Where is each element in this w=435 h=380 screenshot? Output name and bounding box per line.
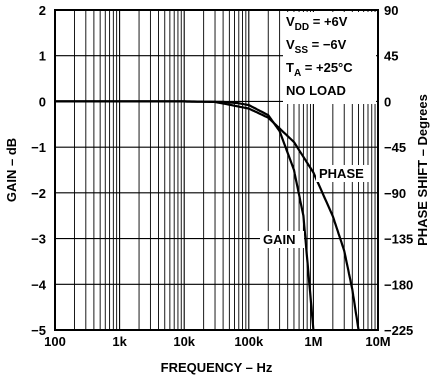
condition-line: NO LOAD [286,83,346,98]
x-tick-label: 10M [365,334,390,349]
y-tick-label: −2 [31,186,46,201]
y2-tick-label: 90 [384,3,398,18]
y-tick-label: −5 [31,323,46,338]
plot-frame [54,9,379,331]
condition-line: VSS = −6V [286,37,347,56]
y-tick-label: 1 [39,49,46,64]
y-tick-label: 0 [39,94,46,109]
y2-axis-title: PHASE SHIFT – Degrees [415,94,430,246]
y-axis-title: GAIN – dB [4,138,19,202]
gain-curve-label: GAIN [263,232,296,247]
y2-tick-label: 0 [384,94,391,109]
y2-tick-label: 45 [384,49,398,64]
condition-line: TA = +25°C [286,60,353,79]
labels: 100 1k 10k 100k 1M 10M 2 1 0 −1 −2 −3 −4 −5 90 45 0 −45 −9… [31,3,413,349]
y-tick-label: −1 [31,140,46,155]
y2-tick-label: −225 [384,323,413,338]
x-tick-label: 1M [304,334,322,349]
y-tick-label: −4 [31,277,47,292]
x-tick-label: 100 [44,334,66,349]
x-axis-title: FREQUENCY – Hz [161,360,273,375]
conditions-background [283,12,376,104]
y2-tick-label: −90 [384,186,406,201]
x-tick-label: 10k [173,334,195,349]
y2-tick-label: −135 [384,232,413,247]
y2-tick-label: −45 [384,140,406,155]
grid [55,10,378,330]
y-tick-label: −3 [31,232,46,247]
condition-line: VDD = +6V [286,14,348,33]
curve-label-background [260,231,304,248]
phase-curve [55,100,360,331]
y-tick-label: 2 [39,3,46,18]
x-tick-label: 100k [234,334,264,349]
x-tick-label: 1k [112,334,127,349]
phase-curve-label: PHASE [319,166,364,181]
curves [55,100,360,331]
y2-tick-label: −180 [384,277,413,292]
curve-label-background [316,165,370,182]
